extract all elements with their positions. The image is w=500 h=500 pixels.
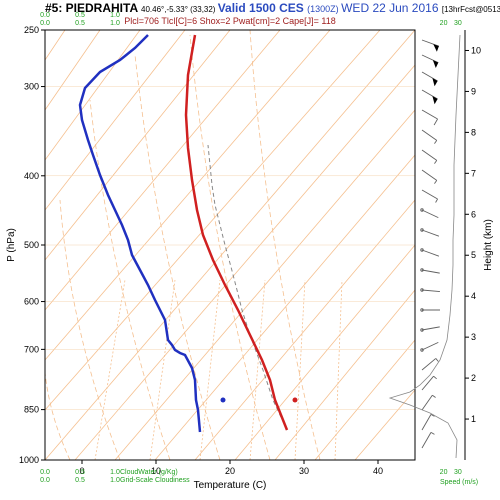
svg-text:2: 2 (471, 373, 476, 383)
svg-text:600: 600 (24, 297, 39, 307)
temp-surface-dot (293, 398, 298, 403)
svg-text:8: 8 (471, 127, 476, 137)
svg-text:3: 3 (471, 332, 476, 342)
svg-text:300: 300 (24, 82, 39, 92)
svg-text:30: 30 (454, 469, 462, 476)
svg-text:0.0: 0.0 (40, 469, 50, 476)
svg-text:1.0: 1.0 (110, 20, 120, 27)
svg-text:500: 500 (24, 240, 39, 250)
svg-text:250: 250 (24, 25, 39, 35)
chart-svg: 2503004005006007008501000P (hPa)01020304… (0, 0, 500, 500)
svg-text:1.0: 1.0 (110, 469, 120, 476)
svg-text:20: 20 (440, 469, 448, 476)
dewpt-surface-dot (221, 398, 226, 403)
svg-text:4: 4 (471, 291, 476, 301)
height-axis-label: Height (km) (483, 219, 494, 271)
chart-params: Plcl=706 Tlcl[C]=6 Shox=2 Pwat[cm]=2 Cap… (124, 16, 336, 26)
svg-text:10: 10 (471, 45, 481, 55)
svg-text:0.0: 0.0 (40, 477, 50, 484)
svg-text:0.5: 0.5 (75, 469, 85, 476)
cloudwater-label: CloudWater (g/Kg) (120, 469, 178, 476)
svg-text:1.0: 1.0 (110, 477, 120, 484)
cloudiness-label: Grid-Scale Cloudiness (120, 477, 190, 484)
svg-text:1: 1 (471, 414, 476, 424)
svg-text:9: 9 (471, 86, 476, 96)
svg-text:1000: 1000 (19, 455, 39, 465)
svg-text:7: 7 (471, 168, 476, 178)
skewt-chart: 2503004005006007008501000P (hPa)01020304… (0, 0, 500, 500)
svg-text:0.5: 0.5 (75, 20, 85, 27)
pressure-axis-label: P (hPa) (6, 228, 17, 262)
svg-text:400: 400 (24, 171, 39, 181)
svg-text:0.5: 0.5 (75, 477, 85, 484)
svg-text:40: 40 (373, 466, 383, 476)
svg-text:6: 6 (471, 209, 476, 219)
svg-text:5: 5 (471, 250, 476, 260)
temperature-axis-label: Temperature (C) (194, 480, 267, 491)
svg-text:20: 20 (225, 466, 235, 476)
svg-text:30: 30 (454, 20, 462, 27)
svg-text:30: 30 (299, 466, 309, 476)
svg-text:0.0: 0.0 (40, 20, 50, 27)
chart-title: #5: PIEDRAHITA 40.46°,-5.33° (33,32) Val… (45, 1, 500, 15)
svg-text:850: 850 (24, 405, 39, 415)
speed-axis-label: Speed (m/s) (440, 479, 478, 486)
svg-text:700: 700 (24, 344, 39, 354)
svg-text:20: 20 (440, 20, 448, 27)
